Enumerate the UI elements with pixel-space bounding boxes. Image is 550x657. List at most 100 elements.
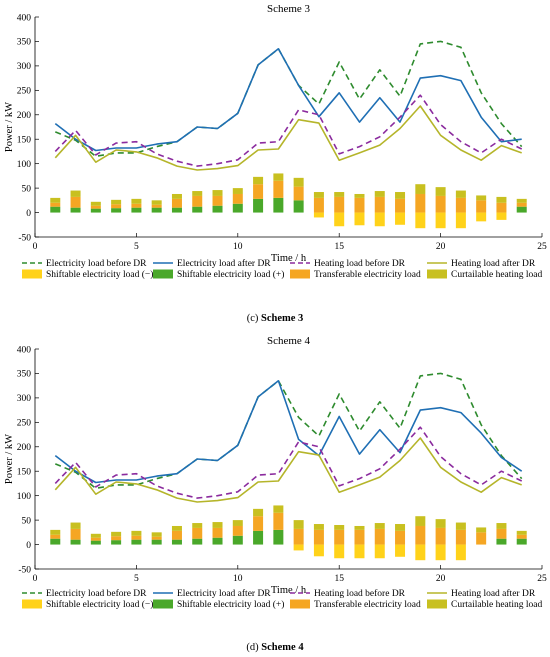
y-tick-label: 0 (26, 541, 31, 551)
y-tick-label: -50 (18, 233, 31, 243)
x-tick-label: 20 (436, 242, 446, 252)
bar-transferable-electricity-load (313, 529, 324, 545)
x-tick-label: 10 (233, 242, 243, 252)
bar-shiftable-electricity-load-plus (232, 535, 243, 545)
bar-curtailable-heating-load (151, 532, 162, 537)
bar-shiftable-electricity-load-minus (395, 212, 406, 225)
figure-caption: (c) Scheme 3 (247, 313, 304, 324)
y-tick-label: 250 (17, 87, 32, 97)
legend-label: Shiftable electricity load (+) (177, 269, 284, 280)
x-tick-label: 25 (537, 242, 547, 252)
bar-transferable-electricity-load (50, 534, 61, 539)
bar-shiftable-electricity-load-plus (192, 538, 203, 545)
bar-transferable-electricity-load (293, 528, 304, 545)
x-tick-label: 15 (334, 574, 344, 584)
bar-transferable-electricity-load (334, 196, 345, 213)
bar-curtailable-heating-load (293, 177, 304, 187)
x-tick-label: 0 (33, 242, 38, 252)
bar-curtailable-heating-load (374, 523, 385, 529)
bar-transferable-electricity-load (171, 198, 182, 208)
bar-transferable-electricity-load (455, 197, 466, 213)
legend-item-heating-load-before-dr: Heating load before DR (290, 588, 406, 599)
series-line-heating-load-before-dr (54, 94, 523, 167)
bar-curtailable-heating-load (395, 524, 406, 531)
legend-item-curtailable-heating-load: Curtailable heating load (427, 599, 543, 610)
bar-curtailable-heating-load (131, 530, 142, 536)
bar-curtailable-heating-load (70, 522, 81, 529)
bar-curtailable-heating-load (253, 176, 264, 185)
y-tick-label: 150 (17, 468, 32, 478)
bar-curtailable-heating-load (151, 200, 162, 205)
bar-curtailable-heating-load (435, 187, 446, 196)
bar-shiftable-electricity-load-plus (90, 540, 101, 545)
bar-shiftable-electricity-load-plus (273, 529, 284, 545)
bar-transferable-electricity-load (435, 527, 446, 545)
legend-label: Electricity load after DR (177, 588, 271, 599)
bar-shiftable-electricity-load-plus (212, 205, 223, 213)
bar-curtailable-heating-load (455, 190, 466, 198)
bar-transferable-electricity-load (50, 202, 61, 207)
legend-item-shiftable-electricity-load-minus: Shiftable electricity load (−) (22, 599, 153, 610)
legend-label: Shiftable electricity load (−) (46, 599, 153, 610)
legend-label: Electricity load after DR (177, 258, 271, 269)
bar-shiftable-electricity-load-plus (293, 200, 304, 213)
legend-label: Heating load before DR (314, 588, 406, 599)
bar-transferable-electricity-load (516, 202, 527, 207)
bar-transferable-electricity-load (476, 200, 487, 213)
bar-transferable-electricity-load (131, 535, 142, 540)
bar-curtailable-heating-load (232, 520, 243, 526)
bar-shiftable-electricity-load-minus (415, 544, 426, 561)
bar-curtailable-heating-load (111, 531, 122, 537)
bar-transferable-electricity-load (212, 527, 223, 538)
y-tick-label: 200 (17, 443, 32, 453)
bar-curtailable-heating-load (273, 173, 284, 181)
bar-shiftable-electricity-load-plus (50, 538, 61, 545)
bar-curtailable-heating-load (212, 522, 223, 528)
bar-transferable-electricity-load (415, 193, 426, 213)
chart-title: Scheme 3 (267, 3, 311, 15)
bar-curtailable-heating-load (90, 201, 101, 206)
bar-shiftable-electricity-load-plus (151, 539, 162, 545)
bar-curtailable-heating-load (50, 529, 61, 535)
bar-curtailable-heating-load (374, 191, 385, 197)
bar-shiftable-electricity-load-plus (253, 530, 264, 545)
bar-shiftable-electricity-load-plus (111, 540, 122, 545)
x-axis-label: Time / h (271, 585, 307, 596)
bar-shiftable-electricity-load-plus (50, 206, 61, 213)
x-tick-label: 0 (33, 574, 38, 584)
legend-label: Curtailable heating load (451, 600, 543, 610)
bar-shiftable-electricity-load-minus (334, 212, 345, 227)
bar-transferable-electricity-load (273, 180, 284, 198)
bar-curtailable-heating-load (212, 190, 223, 196)
bar-transferable-electricity-load (70, 528, 81, 540)
y-tick-label: 0 (26, 209, 31, 219)
bar-curtailable-heating-load (313, 192, 324, 198)
bar-shiftable-electricity-load-plus (192, 206, 203, 213)
bar-curtailable-heating-load (435, 519, 446, 528)
caption-letter: (d) (246, 642, 259, 653)
legend-label: Curtailable heating load (451, 270, 543, 280)
y-tick-label: 400 (17, 345, 32, 355)
bar-transferable-electricity-load (253, 516, 264, 531)
bar-shiftable-electricity-load-minus (435, 212, 446, 229)
bar-curtailable-heating-load (415, 516, 426, 526)
bar-curtailable-heating-load (253, 508, 264, 517)
bar-curtailable-heating-load (273, 505, 284, 513)
bar-curtailable-heating-load (354, 193, 365, 198)
bar-curtailable-heating-load (476, 195, 487, 201)
bar-transferable-electricity-load (232, 525, 243, 536)
bar-curtailable-heating-load (171, 193, 182, 199)
series-line-electricity-load-before-dr (54, 40, 523, 158)
legend-label: Electricity load before DR (46, 258, 147, 269)
legend-swatch (153, 599, 173, 609)
bar-shiftable-electricity-load-plus (171, 539, 182, 545)
bar-transferable-electricity-load (111, 536, 122, 541)
bar-curtailable-heating-load (496, 196, 507, 203)
bar-shiftable-electricity-load-plus (171, 207, 182, 213)
legend-item-heating-load-after-dr: Heating load after DR (427, 588, 536, 599)
y-tick-label: 100 (17, 492, 32, 502)
bar-shiftable-electricity-load-plus (70, 207, 81, 213)
